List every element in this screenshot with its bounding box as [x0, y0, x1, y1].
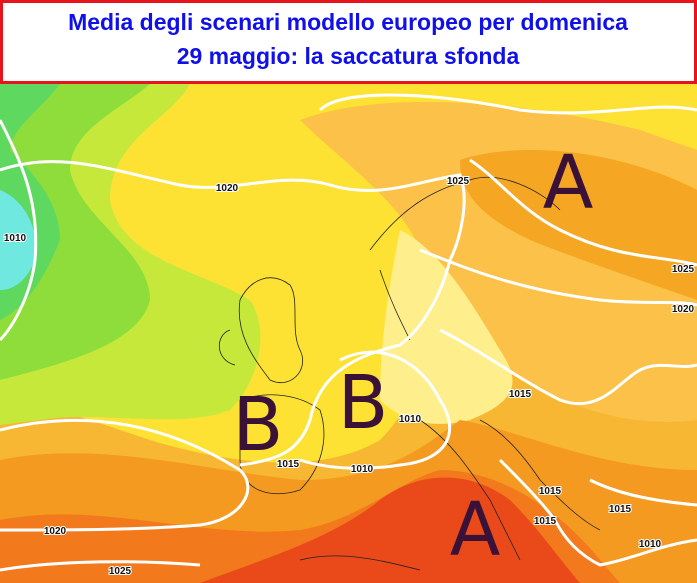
isobar-label: 1025: [672, 264, 695, 275]
isobar-label: 1015: [609, 504, 632, 515]
coastlines: [218, 176, 601, 571]
isobar-label: 1010: [639, 539, 662, 550]
isobar-label: 1010: [4, 233, 27, 244]
map-field: [0, 84, 697, 583]
isobar-label: 1010: [399, 414, 422, 425]
isobar-label: 1020: [44, 526, 67, 537]
isobar-label: 1020: [672, 304, 695, 315]
isobar-label: 1015: [539, 486, 562, 497]
pressure-center: A: [450, 487, 501, 573]
isobar-label: 1010: [351, 464, 374, 475]
map-labels: 1020 1010 1025 1025 1020 1015 1010 1015 1010 1015…: [3, 140, 696, 578]
isobars: [0, 93, 697, 572]
isobar-label: 1015: [509, 389, 532, 400]
title-line: Media degli scenari modello europeo per …: [68, 9, 628, 35]
title-box: [0, 0, 697, 84]
isobar-label: 1025: [447, 176, 470, 187]
isobar-label: 1020: [216, 183, 239, 194]
pressure-center: A: [543, 140, 594, 226]
isobar-label: 1025: [109, 566, 132, 577]
isobar-label: 1015: [534, 516, 557, 527]
pressure-center: B: [233, 382, 284, 468]
title-line: 29 maggio: la saccatura sfonda: [177, 43, 520, 69]
isobar-label: 1015: [277, 459, 300, 470]
pressure-center: B: [338, 360, 389, 446]
